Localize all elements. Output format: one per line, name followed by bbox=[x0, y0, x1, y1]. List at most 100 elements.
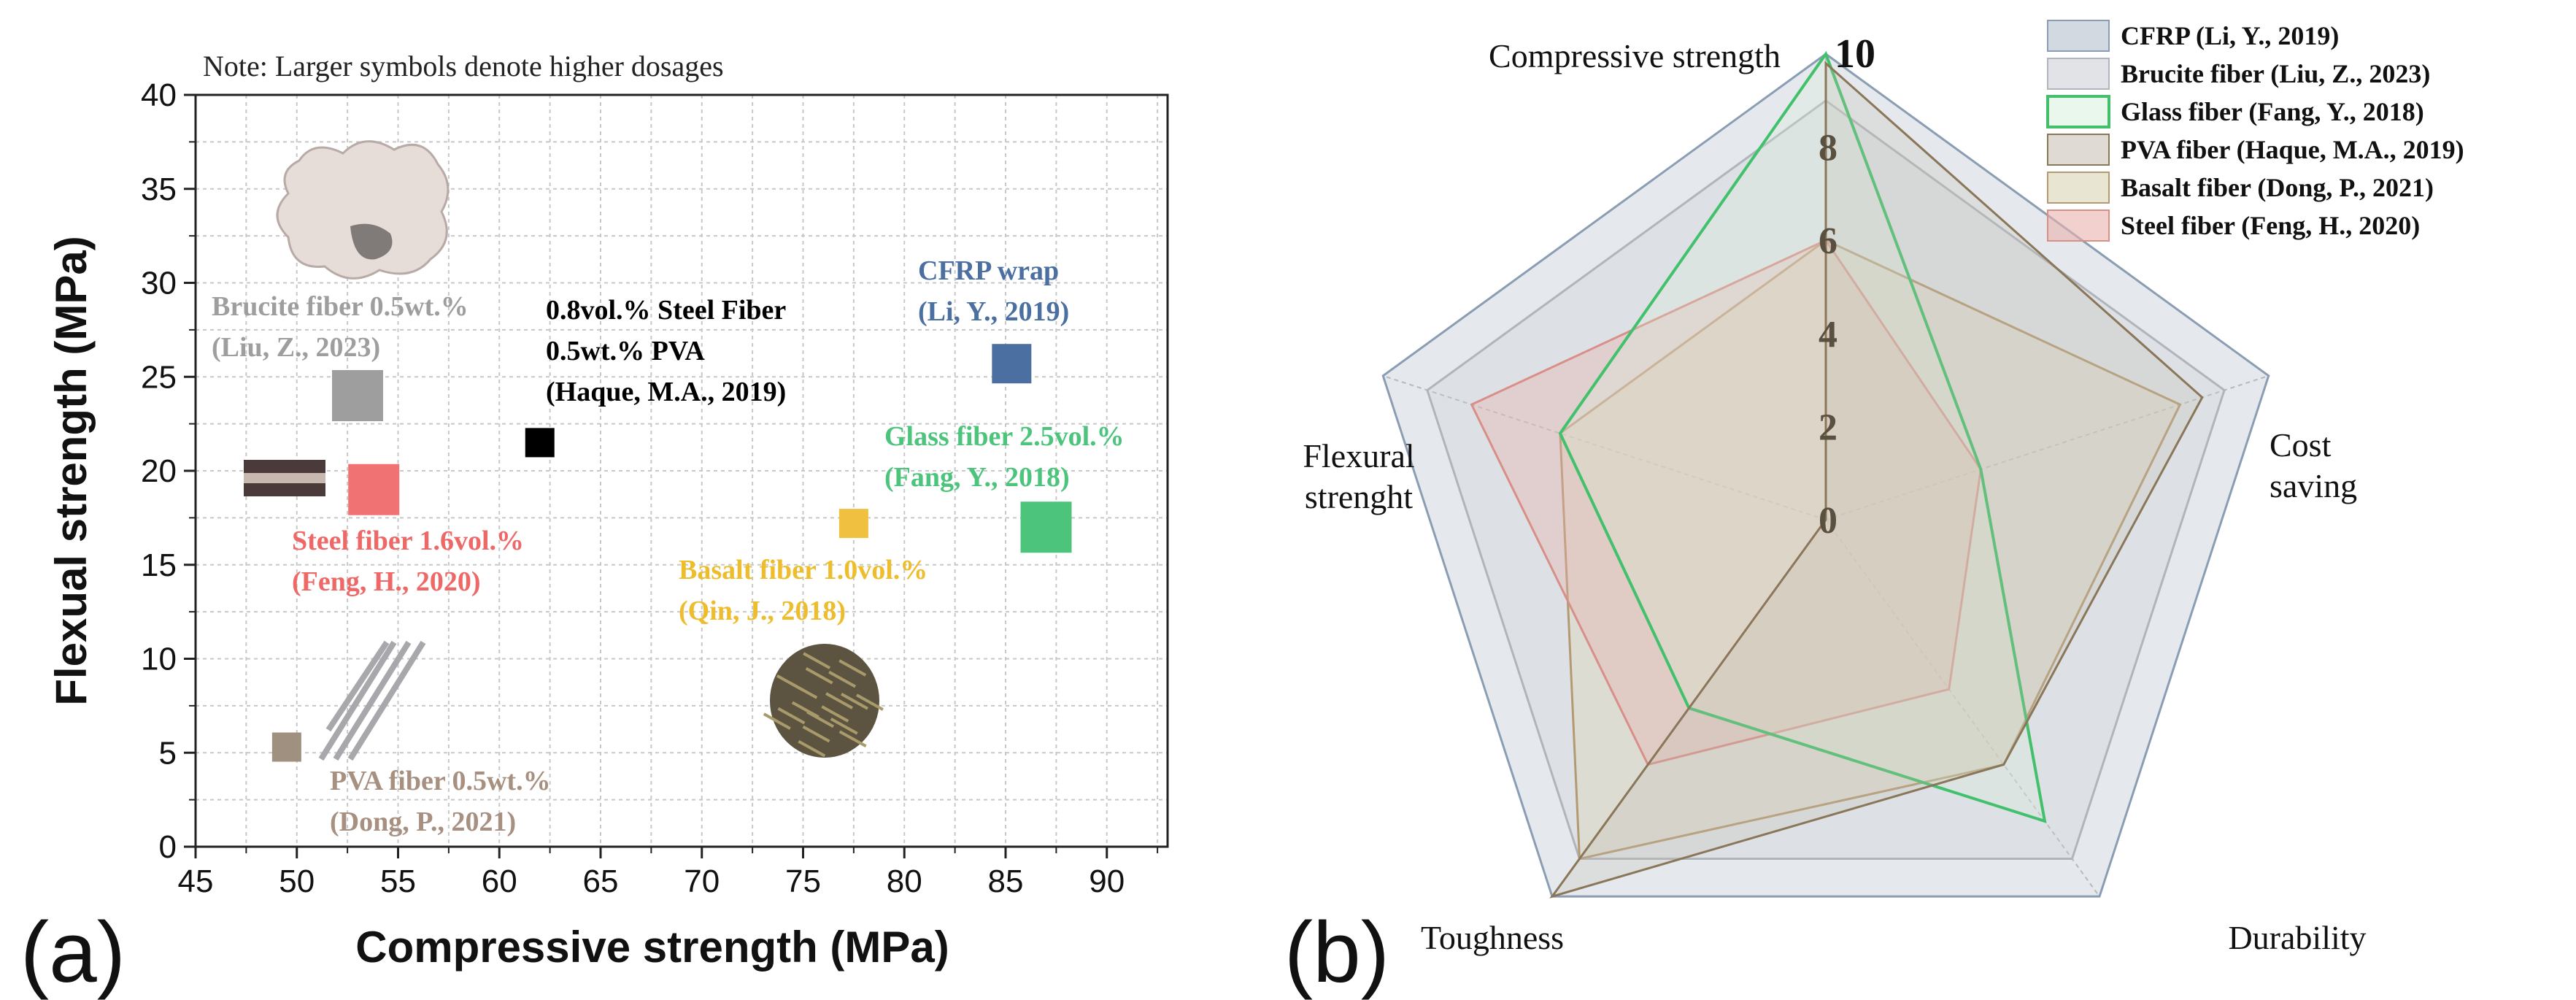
radial-tick-label: 2 bbox=[1819, 407, 1837, 448]
point-label: 0.5wt.% PVA bbox=[546, 336, 705, 366]
x-tick-label: 50 bbox=[279, 864, 315, 899]
basalt-photo-fiber bbox=[821, 705, 849, 723]
point-label: (Haque, M.A., 2019) bbox=[546, 377, 786, 407]
legend-swatch bbox=[2047, 20, 2110, 52]
y-tick-label: 10 bbox=[141, 642, 177, 677]
legend-label: Steel fiber (Feng, H., 2020) bbox=[2121, 211, 2420, 240]
x-tick-label: 90 bbox=[1089, 864, 1125, 899]
legend-swatch bbox=[2047, 58, 2110, 90]
basalt-photo-fiber bbox=[798, 739, 826, 758]
scatter-point bbox=[332, 370, 383, 421]
radar-spoke bbox=[1382, 374, 1827, 520]
point-label: (Fang, Y., 2018) bbox=[884, 462, 1070, 493]
legend-swatch bbox=[2046, 95, 2110, 128]
basalt-photo-fiber bbox=[838, 659, 867, 677]
legend-swatch bbox=[2047, 172, 2110, 204]
radar-series-polygon bbox=[1558, 50, 2047, 823]
radar-axis-label: Cost bbox=[2270, 426, 2332, 464]
panel-label-b: (b) bbox=[1284, 904, 1389, 1000]
radial-tick-label: 0 bbox=[1819, 500, 1837, 542]
radar-series-polygon bbox=[1470, 239, 1982, 766]
legend-label: PVA fiber (Haque, M.A., 2019) bbox=[2121, 135, 2464, 164]
radar-axis-label: saving bbox=[2270, 467, 2357, 504]
basalt-photo-fiber bbox=[805, 667, 833, 685]
chart-note: Note: Larger symbols denote higher dosag… bbox=[203, 50, 724, 82]
legend-label: Basalt fiber (Dong, P., 2021) bbox=[2121, 173, 2434, 202]
basalt-photo-fiber bbox=[838, 730, 867, 747]
basalt-photo bbox=[770, 644, 879, 758]
steel-photo-band bbox=[244, 473, 325, 483]
basalt-photo-fiber bbox=[777, 707, 806, 725]
fiber-photos bbox=[244, 140, 884, 761]
panel-label-a: (a) bbox=[20, 904, 126, 1000]
point-label: (Qin, J., 2018) bbox=[679, 596, 846, 626]
point-label: (Liu, Z., 2023) bbox=[212, 332, 380, 363]
radial-tick-label: 8 bbox=[1819, 128, 1837, 169]
point-label: CFRP wrap bbox=[918, 255, 1059, 286]
x-tick-label: 45 bbox=[178, 864, 214, 899]
basalt-photo-fiber bbox=[828, 670, 857, 688]
basalt-photo-fiber bbox=[763, 712, 791, 730]
scatter-point bbox=[525, 428, 555, 458]
x-tick-label: 55 bbox=[380, 864, 416, 899]
x-tick-label: 80 bbox=[887, 864, 922, 899]
basalt-photo-fiber bbox=[825, 692, 853, 709]
x-tick-label: 70 bbox=[684, 864, 720, 899]
point-label: (Feng, H., 2020) bbox=[292, 566, 481, 597]
legend-swatch bbox=[2047, 134, 2110, 166]
point-label: 0.8vol.% Steel Fiber bbox=[546, 295, 786, 326]
radar-spoke bbox=[1825, 374, 2270, 520]
basalt-photo-fiber bbox=[791, 701, 820, 719]
y-tick-label: 15 bbox=[141, 547, 177, 583]
basalt-photo-fiber bbox=[830, 718, 858, 735]
point-label: (Li, Y., 2019) bbox=[918, 296, 1069, 327]
radar-spoke bbox=[1825, 519, 2100, 897]
y-tick-label: 35 bbox=[141, 172, 177, 207]
basalt-photo-fiber bbox=[802, 725, 830, 743]
y-tick-label: 25 bbox=[141, 359, 177, 395]
y-tick-label: 20 bbox=[141, 453, 177, 489]
basalt-photo-fiber bbox=[855, 693, 884, 711]
radar-axis-label: Compressive strength bbox=[1489, 37, 1781, 74]
y-tick-label: 5 bbox=[159, 735, 177, 771]
x-tick-label: 65 bbox=[583, 864, 619, 899]
x-tick-label: 75 bbox=[785, 864, 821, 899]
scatter-point bbox=[1020, 501, 1072, 553]
scatter-point bbox=[992, 344, 1032, 384]
x-axis-title: Compressive strength (MPa) bbox=[355, 923, 949, 972]
x-tick-label: 60 bbox=[482, 864, 517, 899]
legend-label: Glass fiber (Fang, Y., 2018) bbox=[2121, 97, 2424, 126]
y-tick-label: 40 bbox=[141, 77, 177, 113]
point-label: PVA fiber 0.5wt.% bbox=[330, 766, 551, 796]
basalt-photo-fiber bbox=[776, 674, 804, 692]
point-label: Steel fiber 1.6vol.% bbox=[292, 526, 524, 556]
radial-tick-label: 10 bbox=[1835, 31, 1875, 77]
legend-swatch bbox=[2047, 209, 2110, 242]
brucite-photo-shadow bbox=[350, 223, 393, 260]
brucite-photo bbox=[276, 140, 450, 280]
basalt-photo-fiber bbox=[841, 692, 868, 710]
radial-tick-label: 4 bbox=[1819, 314, 1837, 355]
radar-axis-label: Toughness bbox=[1421, 919, 1564, 956]
panel-a-scatter: 45 50 55 60 65 70 75 80 85 90 0 5 10 15 20 25 30 35 40 Comp… bbox=[20, 50, 1169, 1000]
y-tick-label: 30 bbox=[141, 266, 177, 301]
point-label: Brucite fiber 0.5wt.% bbox=[212, 291, 468, 322]
radar-axis-label: Flexural bbox=[1303, 437, 1414, 474]
point-label: Basalt fiber 1.0vol.% bbox=[679, 555, 928, 585]
y-axis-title: Flexual strength (MPa) bbox=[47, 236, 96, 705]
radar-series-polygon-pva-profile bbox=[1549, 61, 2204, 899]
point-label: Glass fiber 2.5vol.% bbox=[884, 421, 1125, 452]
y-tick-label: 0 bbox=[159, 829, 177, 865]
radar-axis-label: strenght bbox=[1305, 478, 1413, 515]
legend-label: CFRP (Li, Y., 2019) bbox=[2121, 21, 2339, 50]
point-label: (Dong, P., 2021) bbox=[330, 807, 516, 837]
scatter-point bbox=[348, 464, 400, 515]
scatter-point bbox=[271, 732, 301, 762]
x-tick-label: 85 bbox=[988, 864, 1024, 899]
legend: CFRP (Li, Y., 2019) Brucite fiber (Liu, Z… bbox=[2046, 20, 2464, 242]
pva-photo bbox=[318, 640, 426, 761]
radial-tick-label: 6 bbox=[1819, 220, 1837, 262]
radar-axis-label: Durability bbox=[2228, 919, 2366, 956]
radar-series-polygon bbox=[1559, 239, 2182, 861]
